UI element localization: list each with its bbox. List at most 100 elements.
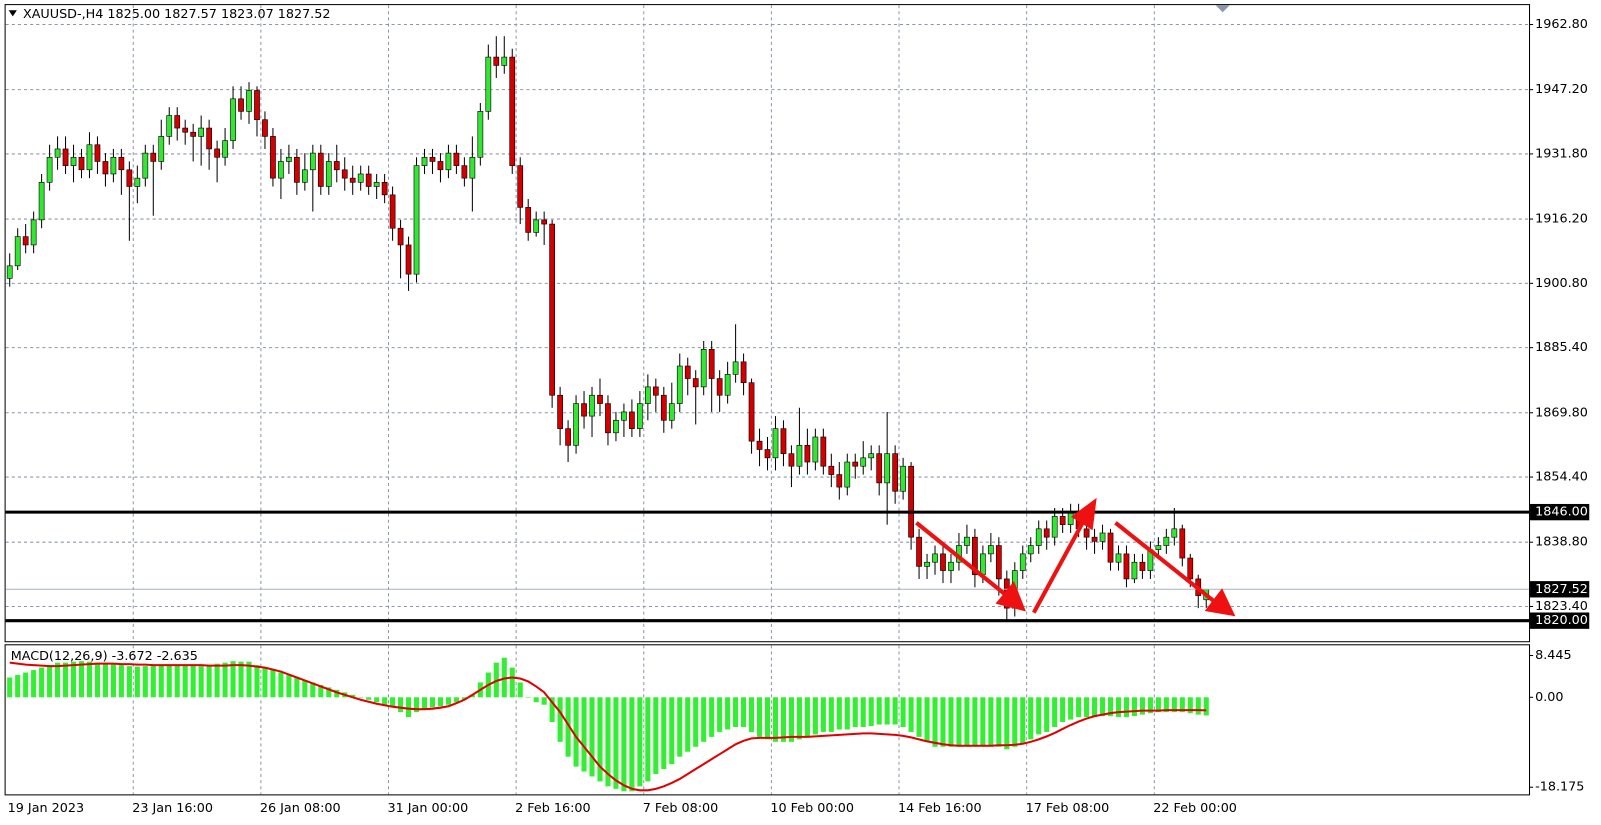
macd-bar [565, 697, 571, 757]
candle-body [756, 440, 763, 450]
candle-body [1171, 528, 1178, 538]
candle-body [700, 349, 707, 388]
candle-body [629, 411, 635, 429]
macd-label: MACD(12,26,9) -3.672 -2.635 [11, 649, 198, 664]
candle-body [804, 445, 811, 463]
x-tick-label: 23 Jan 16:00 [132, 801, 213, 816]
candle-body [597, 394, 603, 404]
candle-body [62, 148, 69, 166]
candle-body [86, 144, 93, 171]
macd-bar [868, 697, 874, 726]
candle-body [860, 457, 867, 467]
candle-body [1131, 561, 1138, 580]
candle-body [676, 365, 683, 404]
macd-bar [302, 679, 308, 698]
macd-bar [788, 697, 794, 742]
y-tick-label: 1947.20 [1535, 82, 1588, 97]
candle-body [22, 236, 29, 246]
candle-body [94, 144, 101, 162]
macd-bar [1163, 697, 1169, 713]
menu-triangle[interactable] [8, 10, 17, 17]
macd-bar [597, 697, 603, 782]
candle-body [948, 561, 954, 571]
candle-body [916, 536, 922, 567]
candle-body [764, 449, 771, 459]
candle-body [365, 173, 372, 187]
candle-body [652, 386, 659, 396]
candle-body [613, 419, 619, 434]
x-tick-label: 2 Feb 16:00 [515, 801, 591, 816]
candle-body [988, 545, 994, 555]
macd-bar [310, 682, 316, 698]
macd-bar [1060, 697, 1066, 723]
candle-body [230, 98, 236, 141]
macd-bar [1123, 697, 1130, 718]
macd-bar [924, 697, 930, 742]
candle-body [740, 361, 747, 384]
macd-bar [701, 697, 707, 742]
macd-bar [198, 666, 204, 698]
macd-bar [908, 697, 914, 732]
macd-bar [661, 697, 667, 770]
y-tick-label: 1962.80 [1535, 17, 1588, 32]
candle-body [509, 56, 516, 166]
candle-body [668, 403, 675, 421]
y-tick-label: 8.445 [1535, 648, 1572, 663]
symbol-header: XAUUSD-,H4 1825.00 1827.57 1823.07 1827.… [23, 7, 331, 22]
candle-body [461, 165, 468, 179]
y-tick-label: 0.00 [1535, 690, 1563, 705]
candle-body [716, 378, 723, 396]
price-label-bg [1530, 612, 1590, 629]
arrow-up [1032, 517, 1087, 614]
macd-bar [7, 677, 13, 698]
macd-bar [948, 697, 954, 747]
price-label-bg [1530, 503, 1590, 521]
macd-bar [23, 672, 29, 698]
macd-bar [916, 697, 922, 737]
arrows [915, 497, 1236, 617]
macd-bar [421, 697, 428, 710]
macd-bar [1147, 697, 1153, 714]
candle-body [78, 156, 85, 171]
macd-bar [964, 697, 970, 747]
macd-bar [972, 697, 978, 747]
candle-body [708, 349, 715, 379]
candle-body [605, 403, 611, 434]
candle-body [110, 156, 117, 175]
candle-body [1035, 528, 1042, 546]
macd-bar [469, 694, 475, 698]
candle-body [357, 173, 364, 183]
macd-bar [980, 697, 986, 747]
candle-body [174, 115, 181, 129]
macd-bar [1107, 697, 1114, 717]
macd-bar [653, 697, 659, 774]
arrow-head [1071, 497, 1097, 531]
macd-bar [382, 697, 388, 705]
macd-bar [1171, 697, 1177, 713]
macd-bar [110, 663, 116, 698]
candle-body [972, 536, 978, 576]
candle-body [166, 115, 173, 137]
x-tick-label: 17 Feb 08:00 [1026, 801, 1110, 816]
macd-bar [812, 697, 818, 735]
macd-bar [589, 697, 595, 777]
macd-bar [246, 661, 252, 698]
x-tick-label: 19 Jan 2023 [8, 801, 84, 816]
candle-body [1083, 528, 1090, 538]
candle-body [692, 378, 699, 388]
macd-bar [39, 667, 45, 698]
x-tick-label: 14 Feb 16:00 [898, 801, 982, 816]
macd-bar [31, 670, 37, 698]
candle-body [246, 90, 252, 112]
macd-bar [733, 697, 739, 727]
macd-bar [509, 667, 515, 698]
macd-bar [573, 697, 579, 767]
macd-bar [1012, 697, 1018, 747]
candle-body [995, 545, 1002, 580]
macd-bar [1099, 697, 1106, 717]
candle-body [1067, 511, 1074, 525]
candle-body [924, 561, 930, 567]
macd-bar [126, 666, 132, 698]
candle-body [1019, 553, 1026, 571]
macd-bar [78, 661, 85, 698]
